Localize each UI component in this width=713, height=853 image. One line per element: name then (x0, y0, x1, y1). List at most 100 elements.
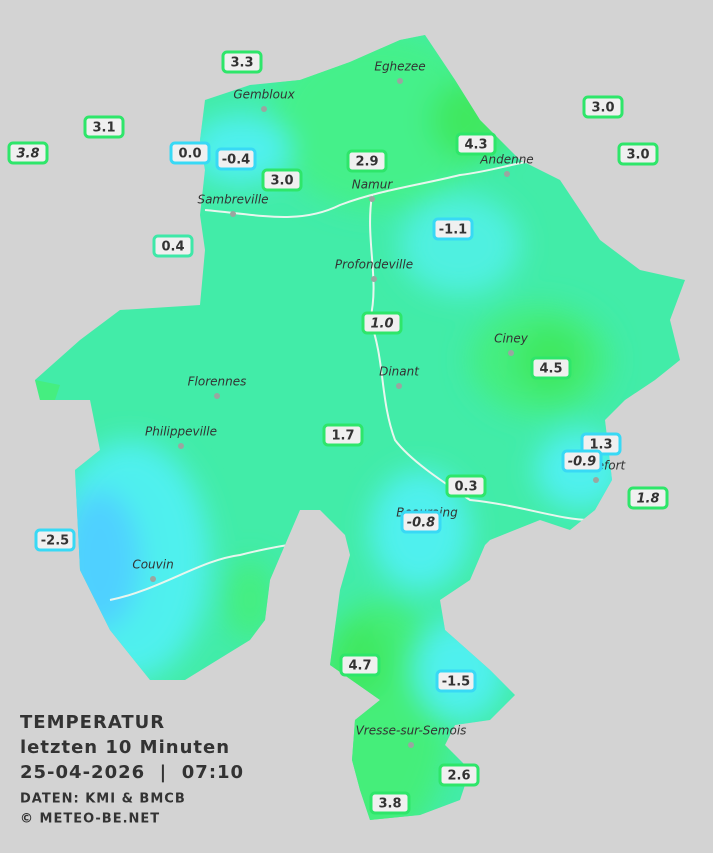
station-value: 3.8 (378, 797, 401, 812)
town-label: Ciney (494, 332, 529, 346)
town-dot (261, 106, 267, 112)
station: 1.8 (627, 486, 669, 510)
town-dot (593, 477, 599, 483)
town-dot (397, 78, 403, 84)
station: -0.9 (561, 449, 603, 473)
town-dot (371, 276, 377, 282)
station-box (445, 474, 487, 498)
station-value: 4.7 (348, 659, 371, 674)
station: 3.8 (369, 791, 411, 815)
station: -0.8 (400, 510, 442, 534)
station-box (215, 147, 257, 171)
station-box (221, 50, 263, 74)
town-label: Florennes (188, 375, 247, 389)
station-value: 4.5 (539, 362, 562, 377)
station: 2.6 (438, 763, 480, 787)
station-value: 0.0 (178, 147, 201, 162)
station-box (346, 149, 388, 173)
station-value: 3.1 (92, 121, 115, 136)
station-value: 0.3 (454, 480, 477, 495)
town-dot (214, 393, 220, 399)
station-box (582, 95, 624, 119)
station-value: -0.9 (568, 455, 596, 470)
station: -1.5 (435, 669, 477, 693)
town-dot (178, 443, 184, 449)
station-value: 1.3 (589, 438, 612, 453)
station: 2.9 (346, 149, 388, 173)
station-box (322, 423, 364, 447)
station-value: -1.5 (442, 675, 470, 690)
town-dot (504, 171, 510, 177)
station: -1.1 (432, 217, 474, 241)
station: -2.5 (34, 528, 76, 552)
station: 1.7 (322, 423, 364, 447)
legend-source: DATEN: KMI & BMCB (20, 792, 186, 807)
town-label: Dinant (379, 365, 420, 379)
legend-subtitle: letzten 10 Minuten (20, 737, 230, 758)
station-box (261, 168, 303, 192)
station: 3.8 (7, 141, 49, 165)
station-value: 2.6 (447, 769, 470, 784)
station: 0.3 (445, 474, 487, 498)
legend-title: TEMPERATUR (20, 712, 165, 733)
legend-credit: © METEO-BE.NET (20, 812, 160, 827)
station-box (369, 791, 411, 815)
station-value: 4.3 (464, 138, 487, 153)
station: 4.5 (530, 356, 572, 380)
station-box (34, 528, 76, 552)
town-label: Philippeville (145, 425, 217, 439)
town-dot (396, 383, 402, 389)
station-value: 3.0 (591, 101, 614, 116)
station-value: 1.8 (636, 492, 659, 507)
station: 3.3 (221, 50, 263, 74)
station-value: 0.4 (161, 240, 184, 255)
station: 0.0 (169, 141, 211, 165)
station-box (169, 141, 211, 165)
river (204, 159, 551, 218)
station-box (561, 449, 603, 473)
station-value: -0.4 (222, 153, 250, 168)
station-value: -0.8 (407, 516, 435, 531)
station-box (7, 141, 49, 165)
station-box (617, 142, 659, 166)
station-box (361, 311, 403, 335)
station: 3.1 (83, 115, 125, 139)
station-box (400, 510, 442, 534)
station: 3.0 (582, 95, 624, 119)
town-label: Andenne (479, 153, 533, 167)
station-value: 1.0 (370, 317, 393, 332)
station-value: 2.9 (355, 155, 378, 170)
station-value: 3.8 (16, 147, 39, 162)
station: -0.4 (215, 147, 257, 171)
station-value: -2.5 (41, 534, 69, 549)
legend-timestamp: 25-04-2026 | 07:10 (20, 762, 244, 783)
town-dot (508, 350, 514, 356)
station: 1.3 (580, 432, 622, 456)
station-value: 3.3 (230, 56, 253, 71)
station: 0.4 (152, 234, 194, 258)
town-dot (369, 196, 375, 202)
station-value: -1.1 (439, 223, 467, 238)
station: 1.0 (361, 311, 403, 335)
station-box (627, 486, 669, 510)
station: 3.0 (617, 142, 659, 166)
town-dot (150, 576, 156, 582)
station-box (83, 115, 125, 139)
enclave (35, 380, 60, 400)
town-dot (230, 211, 236, 217)
town-label: Profondeville (335, 258, 413, 272)
town-label: Eghezee (374, 60, 425, 74)
station: 3.0 (261, 168, 303, 192)
station-box (432, 217, 474, 241)
station-box (455, 132, 497, 156)
station-box (339, 653, 381, 677)
station: 4.7 (339, 653, 381, 677)
station-box (438, 763, 480, 787)
station-box (152, 234, 194, 258)
station-value: 1.7 (331, 429, 354, 444)
station-value: 3.0 (626, 148, 649, 163)
town-label: Sambreville (197, 193, 268, 207)
town-dot (408, 742, 414, 748)
station-box (530, 356, 572, 380)
